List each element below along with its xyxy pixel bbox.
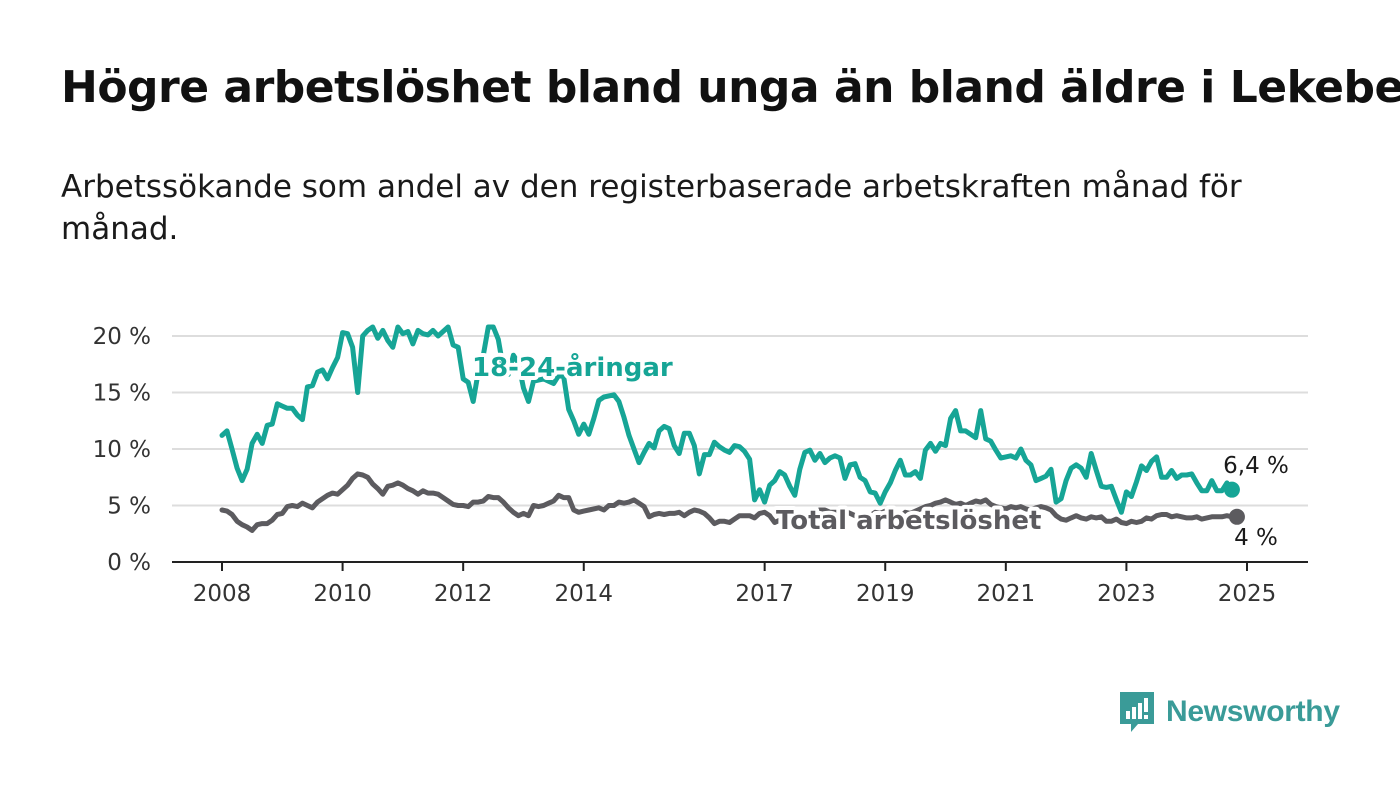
y-tick-label: 0 % [107, 550, 151, 576]
bar-chart-speech-bubble-icon [1120, 692, 1154, 732]
x-tick-label: 2012 [434, 581, 493, 607]
series-line [219, 471, 1240, 533]
end-value-total: 4 % [1234, 525, 1278, 551]
y-tick-label: 15 % [93, 381, 151, 407]
x-tick-label: 2017 [735, 581, 794, 607]
x-tick-label: 2010 [313, 581, 372, 607]
series-label-youth: 18-24-åringar [472, 351, 673, 383]
brand-name: Newsworthy [1166, 695, 1340, 728]
brand-logo: Newsworthy [1118, 690, 1340, 734]
y-tick-label: 10 % [93, 437, 151, 463]
end-value-youth: 6,4 % [1223, 453, 1289, 479]
chart-title: Högre arbetslöshet bland unga än bland ä… [61, 62, 1400, 113]
x-tick-label: 2019 [856, 581, 915, 607]
x-tick-label: 2025 [1218, 581, 1277, 607]
y-tick-label: 20 % [93, 324, 151, 350]
series-end-point [1223, 481, 1240, 498]
series-line [219, 324, 1235, 515]
x-tick-label: 2021 [977, 581, 1036, 607]
x-tick-label: 2014 [554, 581, 613, 607]
x-tick-label: 2023 [1097, 581, 1156, 607]
y-tick-label: 5 % [107, 494, 151, 520]
series-label-total: Total arbetslöshet [776, 506, 1041, 536]
chart-subtitle: Arbetssökande som andel av den registerb… [61, 169, 1242, 247]
series-end-point [1228, 508, 1245, 525]
series-label-total-halo: Total arbetslöshet [776, 506, 1041, 536]
series-label-youth-halo: 18-24-åringar [472, 351, 673, 383]
x-tick-label: 2008 [193, 581, 252, 607]
